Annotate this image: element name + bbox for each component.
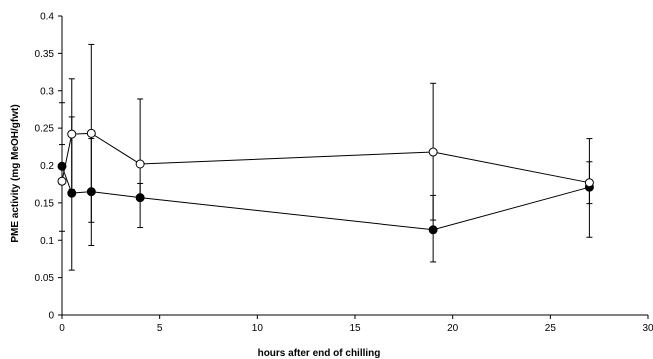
y-tick-label: 0.2: [40, 161, 54, 172]
y-tick-label: 0: [48, 311, 54, 322]
series-line: [61, 132, 590, 184]
series-1: [57, 116, 594, 271]
y-axis-title: PME activity (mg MeOH/gfwt): [10, 104, 21, 242]
y-tick-label: 0.25: [35, 124, 55, 135]
open-point: [584, 178, 594, 188]
open-point: [428, 147, 438, 157]
series-line: [61, 166, 590, 231]
x-axis-title: hours after end of chilling: [258, 348, 381, 359]
y-tick-label: 0.05: [35, 273, 55, 284]
x-tick-label: 5: [157, 323, 163, 334]
y-tick-label: 0.15: [35, 198, 55, 209]
open-point: [86, 128, 96, 138]
x-tick-label: 30: [642, 323, 653, 334]
y-axis-ticks: 0 0.05 0.1 0.15 0.2 0.25 0.3 0.35 0.4: [35, 12, 62, 322]
x-tick-label: 20: [447, 323, 459, 334]
y-tick-label: 0.4: [40, 12, 54, 23]
series-2: [57, 43, 594, 238]
open-point: [135, 159, 145, 169]
y-tick-label: 0.35: [35, 49, 55, 60]
x-tick-label: 15: [349, 323, 361, 334]
y-tick-label: 0.3: [40, 86, 54, 97]
open-point: [57, 176, 67, 186]
filled-point: [428, 225, 438, 235]
series-layer: [57, 43, 594, 271]
filled-point: [67, 188, 77, 198]
y-tick-label: 0.1: [40, 236, 54, 247]
x-tick-label: 10: [252, 323, 264, 334]
open-point: [67, 129, 77, 139]
x-axis-ticks: 0 5 10 15 20 25 30: [59, 315, 653, 334]
x-tick-label: 25: [545, 323, 557, 334]
x-tick-label: 0: [59, 323, 65, 334]
